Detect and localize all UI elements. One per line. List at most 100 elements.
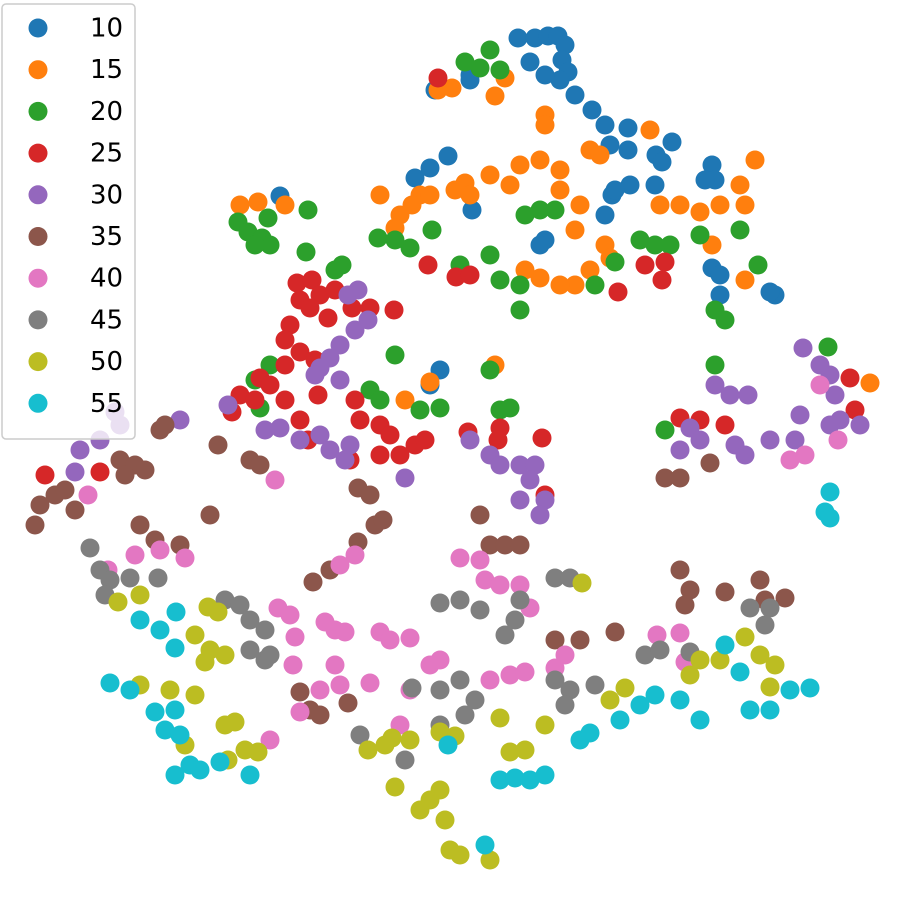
legend-marker — [28, 143, 48, 163]
point — [373, 510, 393, 530]
point — [565, 85, 585, 105]
point — [335, 622, 355, 642]
series — [35, 68, 865, 505]
point — [510, 155, 530, 175]
point — [303, 572, 323, 592]
point — [78, 485, 98, 505]
series — [108, 573, 785, 870]
point — [420, 372, 440, 392]
point — [820, 508, 840, 528]
series — [100, 482, 840, 855]
point — [535, 765, 555, 785]
point — [680, 665, 700, 685]
point — [245, 235, 265, 255]
point — [55, 480, 75, 500]
point — [275, 390, 295, 410]
point — [395, 390, 415, 410]
point — [340, 435, 360, 455]
point — [720, 385, 740, 405]
point — [400, 730, 420, 750]
point — [630, 230, 650, 250]
point — [740, 700, 760, 720]
point — [275, 355, 295, 375]
point — [380, 630, 400, 650]
point — [380, 425, 400, 445]
point — [25, 515, 45, 535]
point — [510, 535, 530, 555]
point — [438, 735, 458, 755]
point — [125, 545, 145, 565]
series — [78, 375, 848, 750]
point — [330, 675, 350, 695]
legend-marker — [28, 268, 48, 288]
point — [735, 270, 755, 290]
point — [480, 670, 500, 690]
point — [290, 702, 310, 722]
point — [570, 195, 590, 215]
point — [810, 355, 830, 375]
point — [90, 462, 110, 482]
point — [200, 505, 220, 525]
point — [550, 180, 570, 200]
legend-marker — [28, 60, 48, 80]
point — [358, 740, 378, 760]
point — [302, 270, 322, 290]
point — [530, 200, 550, 220]
point — [390, 445, 410, 465]
point — [230, 195, 250, 215]
point — [645, 175, 665, 195]
point — [700, 453, 720, 473]
point — [475, 570, 495, 590]
point — [760, 282, 780, 302]
point — [520, 52, 540, 72]
point — [160, 680, 180, 700]
point — [475, 835, 495, 855]
point — [590, 145, 610, 165]
point — [285, 627, 305, 647]
point — [255, 620, 275, 640]
point — [660, 235, 680, 255]
point — [785, 430, 805, 450]
point — [130, 515, 150, 535]
point — [730, 662, 750, 682]
legend-label: 40 — [90, 264, 123, 294]
point — [402, 678, 422, 698]
point — [280, 315, 300, 335]
point — [585, 675, 605, 695]
point — [600, 690, 620, 710]
point — [35, 465, 55, 485]
point — [850, 415, 870, 435]
point — [505, 768, 525, 788]
point — [70, 440, 90, 460]
series — [65, 280, 870, 525]
point — [608, 282, 628, 302]
point — [310, 425, 330, 445]
point — [605, 252, 625, 272]
point — [670, 440, 690, 460]
point — [820, 482, 840, 502]
point — [550, 160, 570, 180]
point — [290, 430, 310, 450]
point — [210, 752, 230, 772]
point — [560, 680, 580, 700]
legend-marker — [28, 101, 48, 121]
point — [175, 548, 195, 568]
point — [350, 410, 370, 430]
point — [368, 228, 388, 248]
point — [225, 712, 245, 732]
point — [145, 702, 165, 722]
point — [420, 185, 440, 205]
point — [545, 200, 565, 220]
point — [595, 115, 615, 135]
point — [260, 645, 280, 665]
point — [715, 415, 735, 435]
legend: 10 15 20 25 30 35 40 45 50 55 — [1, 3, 136, 440]
point — [520, 470, 540, 490]
point — [490, 575, 510, 595]
point — [415, 430, 435, 450]
series — [80, 538, 780, 770]
point — [755, 615, 775, 635]
point — [647, 625, 667, 645]
point — [508, 28, 528, 48]
point — [385, 777, 405, 797]
